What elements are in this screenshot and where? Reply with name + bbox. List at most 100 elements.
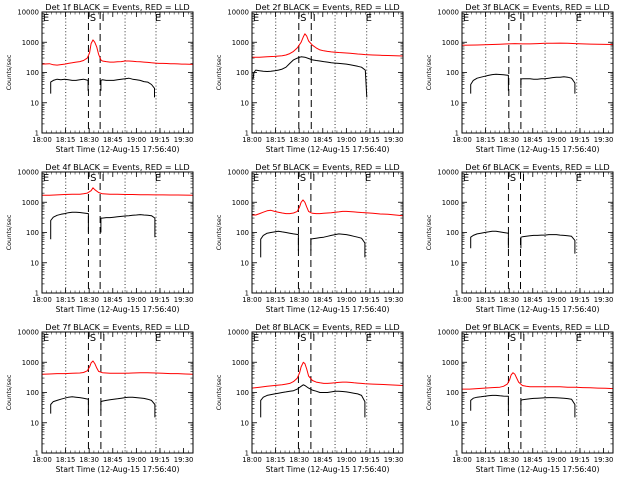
- y-tick-label: 1: [35, 290, 39, 298]
- marker-label-e: E: [155, 333, 161, 344]
- series-events-line: [50, 396, 89, 414]
- marker-label-e: E: [155, 173, 161, 184]
- y-tick-label: 1000: [442, 359, 459, 367]
- marker-label-s: S: [300, 333, 306, 344]
- marker-label-e: E: [576, 173, 582, 184]
- y-tick-label: 10000: [437, 329, 459, 337]
- marker-label-e: E: [253, 173, 259, 184]
- y-tick-label: 1000: [22, 199, 39, 207]
- panel-title: Det 3f BLACK = Events, RED = LLD: [465, 2, 609, 12]
- x-tick-label: 18:00: [32, 456, 52, 464]
- marker-label-s: S: [300, 173, 306, 184]
- marker-label-s: S: [90, 333, 96, 344]
- y-axis-label: Counts/sec: [215, 54, 223, 90]
- marker-label-e: E: [366, 13, 372, 24]
- x-tick-label: 18:45: [313, 136, 333, 144]
- x-axis-label: Start Time (12-Aug-15 17:56:40): [266, 305, 390, 314]
- y-axis-label: Counts/sec: [5, 374, 13, 410]
- x-tick-label: 18:00: [32, 296, 52, 304]
- marker-label-e: E: [253, 13, 259, 24]
- y-tick-label: 1: [455, 450, 459, 458]
- x-tick-label: 18:00: [452, 296, 472, 304]
- y-tick-label: 1: [35, 450, 39, 458]
- marker-label-s: S: [300, 13, 306, 24]
- series-events-line: [470, 230, 509, 249]
- marker-label-e: E: [463, 13, 469, 24]
- x-tick-label: 19:30: [174, 456, 194, 464]
- panel-det-7f: Det 7f BLACK = Events, RED = LLD Counts/s…: [5, 322, 194, 474]
- y-tick-label: 1: [455, 290, 459, 298]
- x-tick-label: 19:30: [594, 136, 614, 144]
- marker-label-e: E: [366, 333, 372, 344]
- x-axis-label: Start Time (12-Aug-15 17:56:40): [56, 145, 180, 154]
- x-tick-label: 18:45: [103, 136, 123, 144]
- series-lld-line: [252, 199, 404, 217]
- x-tick-label: 18:45: [523, 296, 543, 304]
- y-tick-label: 10000: [17, 329, 39, 337]
- x-axis-label: Start Time (12-Aug-15 17:56:40): [476, 465, 600, 474]
- y-tick-label: 1: [455, 130, 459, 138]
- y-tick-label: 1000: [442, 39, 459, 47]
- y-tick-label: 100: [236, 389, 249, 397]
- series-events-line: [470, 394, 509, 411]
- marker-label-e: E: [43, 13, 49, 24]
- x-tick-label: 18:30: [499, 296, 519, 304]
- marker-label-i: I: [102, 333, 105, 344]
- y-tick-label: 1000: [22, 359, 39, 367]
- panel-det-1f: Det 1f BLACK = Events, RED = LLD Counts/s…: [5, 2, 194, 154]
- marker-label-i: I: [313, 13, 316, 24]
- x-tick-label: 18:15: [56, 136, 76, 144]
- marker-label-i: I: [522, 333, 525, 344]
- x-tick-label: 19:15: [360, 296, 380, 304]
- marker-label-i: I: [522, 173, 525, 184]
- y-tick-label: 1000: [22, 39, 39, 47]
- x-tick-label: 19:30: [594, 296, 614, 304]
- marker-label-e: E: [43, 173, 49, 184]
- series-events-line: [100, 214, 156, 238]
- y-tick-label: 1000: [442, 199, 459, 207]
- x-tick-label: 19:15: [150, 456, 170, 464]
- y-tick-label: 1000: [232, 39, 249, 47]
- y-tick-label: 10000: [227, 329, 249, 337]
- y-tick-label: 10000: [17, 169, 39, 177]
- panel-det-4f: Det 4f BLACK = Events, RED = LLD Counts/s…: [5, 162, 194, 314]
- x-tick-label: 18:30: [79, 296, 99, 304]
- y-tick-label: 100: [446, 389, 459, 397]
- y-tick-label: 10000: [437, 169, 459, 177]
- series-events-line: [50, 211, 89, 240]
- panel-title: Det 1f BLACK = Events, RED = LLD: [45, 2, 189, 12]
- series-lld-line: [462, 372, 614, 390]
- x-tick-label: 18:15: [266, 456, 286, 464]
- y-axis-label: Counts/sec: [215, 374, 223, 410]
- x-tick-label: 19:00: [547, 456, 567, 464]
- series-events-line: [50, 78, 89, 94]
- plot-frame: [251, 171, 404, 294]
- series-lld-line: [251, 361, 404, 389]
- marker-label-i: I: [102, 173, 105, 184]
- y-tick-label: 100: [26, 69, 39, 77]
- panel-det-8f: Det 8f BLACK = Events, RED = LLD Counts/s…: [215, 322, 404, 474]
- y-axis-label: Counts/sec: [5, 54, 13, 90]
- y-tick-label: 10000: [227, 9, 249, 17]
- series-events-line: [260, 384, 366, 418]
- marker-label-s: S: [90, 13, 96, 24]
- y-tick-label: 10000: [17, 9, 39, 17]
- series-lld-line: [461, 42, 614, 46]
- x-tick-label: 18:15: [476, 136, 496, 144]
- x-tick-label: 19:00: [337, 456, 357, 464]
- y-tick-label: 1000: [232, 359, 249, 367]
- marker-label-e: E: [463, 333, 469, 344]
- x-tick-label: 18:00: [452, 136, 472, 144]
- y-tick-label: 10: [240, 99, 249, 107]
- series-lld-line: [42, 187, 194, 196]
- panel-title: Det 2f BLACK = Events, RED = LLD: [255, 2, 399, 12]
- x-tick-label: 19:15: [360, 136, 380, 144]
- x-tick-label: 19:30: [594, 456, 614, 464]
- x-tick-label: 18:00: [242, 296, 262, 304]
- x-tick-label: 18:30: [289, 296, 309, 304]
- plot-frame: [461, 11, 614, 134]
- panel-title: Det 9f BLACK = Events, RED = LLD: [465, 322, 609, 332]
- marker-label-e: E: [365, 173, 371, 184]
- plot-frame: [41, 171, 194, 294]
